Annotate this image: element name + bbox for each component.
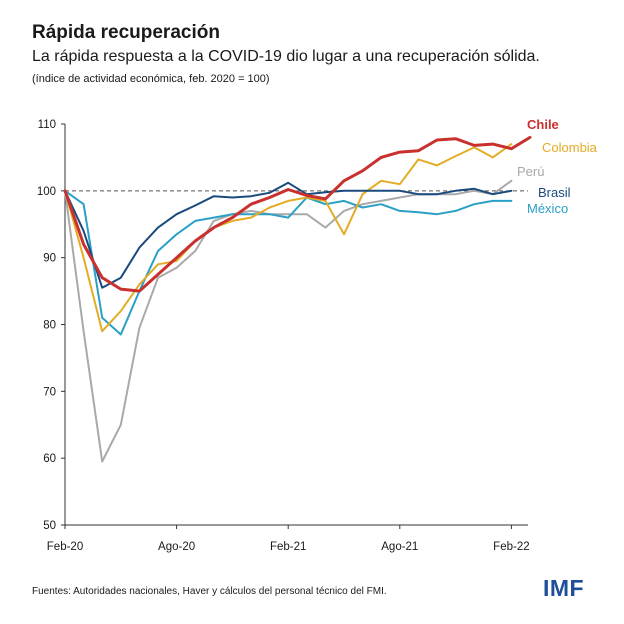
series-line-brasil <box>64 181 513 289</box>
y-tick-label: 80 <box>43 320 56 332</box>
y-tick-label: 100 <box>37 186 56 198</box>
series-label-brasil: Brasil <box>538 185 571 200</box>
imf-logo: IMF <box>543 575 585 601</box>
chart-subtitle: La rápida respuesta a la COVID-19 dio lu… <box>32 48 540 65</box>
series-label-per: Perú <box>517 164 544 179</box>
y-tick-label: 60 <box>43 453 56 465</box>
series-line-mxico <box>64 189 513 336</box>
series-label-chile: Chile <box>527 117 559 132</box>
y-tick-label: 50 <box>43 520 56 532</box>
chart-title: Rápida recuperación <box>32 22 220 43</box>
x-tick-label: Ago-20 <box>158 541 195 553</box>
y-tick-label: 90 <box>43 253 56 265</box>
series-line-per <box>64 179 513 463</box>
chart-units-note: (índice de actividad económica, feb. 202… <box>32 73 270 85</box>
y-tick-label: 70 <box>43 386 56 398</box>
source-note: Fuentes: Autoridades nacionales, Haver y… <box>32 586 387 597</box>
x-tick-label: Feb-22 <box>493 541 529 553</box>
x-tick-label: Feb-20 <box>47 541 83 553</box>
y-tick-label: 110 <box>38 119 56 131</box>
series-line-chile <box>63 135 532 293</box>
x-tick-label: Feb-21 <box>270 541 306 553</box>
series-label-colombia: Colombia <box>542 140 598 155</box>
series-label-mxico: México <box>527 201 568 216</box>
series-line-colombia <box>64 143 513 333</box>
x-tick-label: Ago-21 <box>381 541 418 553</box>
